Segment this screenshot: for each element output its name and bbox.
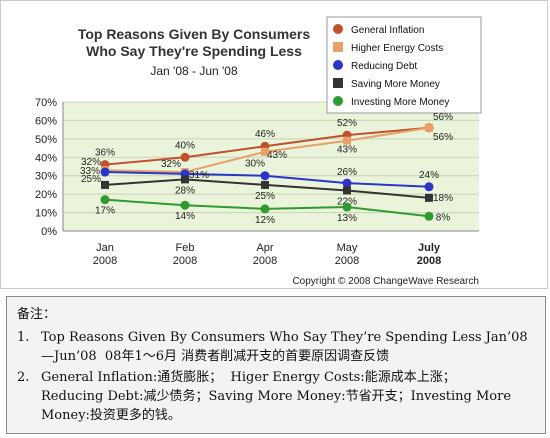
y-tick-label: 70% <box>35 97 57 109</box>
y-tick-label: 60% <box>35 115 57 127</box>
legend-marker <box>333 60 343 70</box>
data-point <box>100 167 110 177</box>
note-text: General Inflation:通货膨胀； Higer Energy Cos… <box>41 370 512 423</box>
chart-frame: 0% 10% 20% 30% 40% 50% 60% 70% Jan 2008 Feb 2008 Apr… <box>0 0 548 289</box>
data-label: 25% <box>255 191 275 202</box>
data-label: 8% <box>436 212 451 223</box>
notes-box: 备注： 1. Top Reasons Given By Consumers Wh… <box>6 296 546 434</box>
data-label: 18% <box>433 193 453 204</box>
y-tick-label: 30% <box>35 171 57 183</box>
x-tick-label: Feb 2008 <box>173 242 197 267</box>
legend-marker <box>333 24 343 34</box>
note-item-1: 1. Top Reasons Given By Consumers Who Sa… <box>17 328 535 366</box>
data-point <box>261 180 269 189</box>
legend-marker <box>333 96 343 106</box>
data-point <box>260 204 270 214</box>
copyright-text: Copyright © 2008 ChangeWave Research <box>292 276 479 287</box>
data-point <box>181 175 189 184</box>
chart-subtitle: Jan '08 - Jun '08 <box>150 64 238 78</box>
data-label: 36% <box>95 148 115 159</box>
line-chart: 0% 10% 20% 30% 40% 50% 60% 70% Jan 2008 Feb 2008 Apr… <box>35 16 482 287</box>
data-label: 24% <box>419 170 439 181</box>
data-point <box>424 182 434 192</box>
data-point <box>180 200 190 210</box>
notes-title: 备注： <box>17 307 57 322</box>
data-point <box>261 147 269 156</box>
x-tick-label: May 2008 <box>335 242 359 267</box>
data-point <box>425 193 433 202</box>
data-label: 43% <box>267 150 287 161</box>
legend-label: Reducing Debt <box>351 61 417 72</box>
data-label: 14% <box>175 211 195 222</box>
data-label: 26% <box>337 167 357 178</box>
plot-area <box>63 102 479 231</box>
legend-label: General Inflation <box>351 25 424 36</box>
data-point <box>101 180 109 189</box>
legend-marker <box>333 78 343 88</box>
data-point <box>342 202 352 212</box>
data-label: 32% <box>161 159 181 170</box>
legend-label: Higher Energy Costs <box>351 43 443 54</box>
y-tick-label: 40% <box>35 152 57 164</box>
y-tick-label: 10% <box>35 208 57 220</box>
legend-box <box>326 16 482 114</box>
chart-title: Who Say They're Spending Less <box>86 43 302 59</box>
data-point <box>100 195 110 205</box>
y-tick-label: 20% <box>35 189 57 201</box>
data-point <box>260 171 270 181</box>
data-point <box>425 123 433 132</box>
data-label: 22% <box>337 196 357 207</box>
legend-label: Investing More Money <box>351 97 449 108</box>
y-tick-label: 0% <box>41 226 57 238</box>
data-label: 13% <box>337 213 357 224</box>
data-label: 31% <box>189 170 209 181</box>
legend-marker <box>333 42 343 52</box>
data-label: 33% <box>80 166 100 177</box>
note-item-2: 2. General Inflation:通货膨胀； Higer Energy … <box>17 368 535 425</box>
data-point <box>343 186 351 195</box>
x-tick-label: Jan 2008 <box>93 242 117 267</box>
note-text: Top Reasons Given By Consumers Who Say T… <box>41 330 528 364</box>
data-label: 30% <box>245 159 265 170</box>
data-label: 12% <box>255 215 275 226</box>
chart-title: Top Reasons Given By Consumers <box>78 26 311 42</box>
data-label: 17% <box>95 206 115 217</box>
data-point <box>343 136 351 145</box>
data-label: 25% <box>81 174 101 185</box>
data-point <box>424 211 434 221</box>
x-tick-label: Apr 2008 <box>253 242 277 267</box>
data-label: 46% <box>255 129 275 140</box>
data-label: 52% <box>337 118 357 129</box>
x-tick-label: July 2008 <box>417 242 441 267</box>
data-label: 56% <box>433 132 453 143</box>
data-label: 56% <box>433 112 453 123</box>
note-number: 2. <box>17 370 30 385</box>
data-label: 43% <box>337 145 357 156</box>
data-label: 28% <box>175 185 195 196</box>
legend-label: Saving More Money <box>351 79 440 90</box>
note-number: 1. <box>17 330 30 345</box>
y-tick-label: 50% <box>35 134 57 146</box>
data-point <box>180 152 190 162</box>
data-label: 32% <box>81 157 101 168</box>
data-label: 40% <box>175 140 195 151</box>
data-point <box>342 178 352 188</box>
